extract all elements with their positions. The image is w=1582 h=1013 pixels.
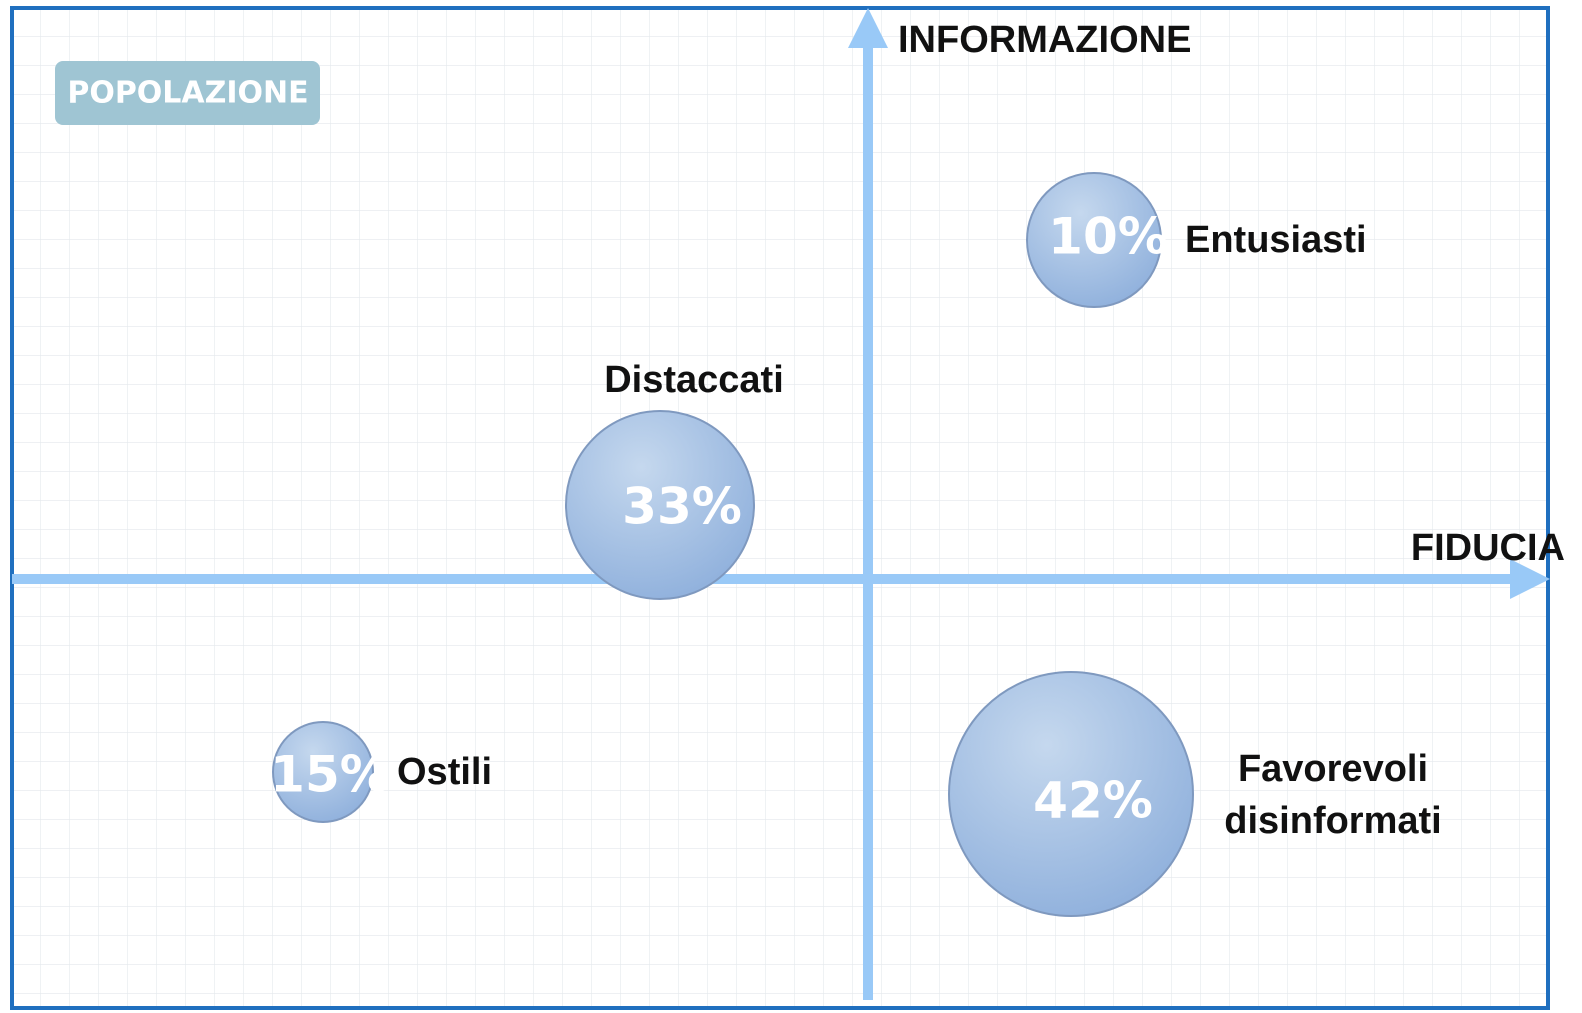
y-axis-label: INFORMAZIONE xyxy=(898,19,1191,61)
frame xyxy=(10,6,1550,1010)
bubble xyxy=(1026,172,1162,308)
bubble-value: 33% xyxy=(622,478,742,536)
bubble xyxy=(565,410,755,600)
bubble-value: 42% xyxy=(1033,772,1153,830)
bubble-label: disinformati xyxy=(1224,800,1441,842)
bubble-label: Favorevoli xyxy=(1238,748,1428,790)
bubble-label: Distaccati xyxy=(604,359,784,401)
bubble xyxy=(272,721,374,823)
x-axis-label: FIDUCIA xyxy=(1411,527,1565,569)
badge: POPOLAZIONE xyxy=(67,76,308,111)
badge-box xyxy=(55,61,320,125)
bubble-value: 15% xyxy=(270,746,390,804)
bubble xyxy=(948,671,1194,917)
bubble-value: 10% xyxy=(1048,208,1168,266)
bubble-label: Entusiasti xyxy=(1185,219,1367,261)
bubbles: 10% Entusiasti 33% Distaccati 15% Ostili 42% Fa… xyxy=(270,172,1442,917)
bubble-label: Ostili xyxy=(397,751,492,793)
